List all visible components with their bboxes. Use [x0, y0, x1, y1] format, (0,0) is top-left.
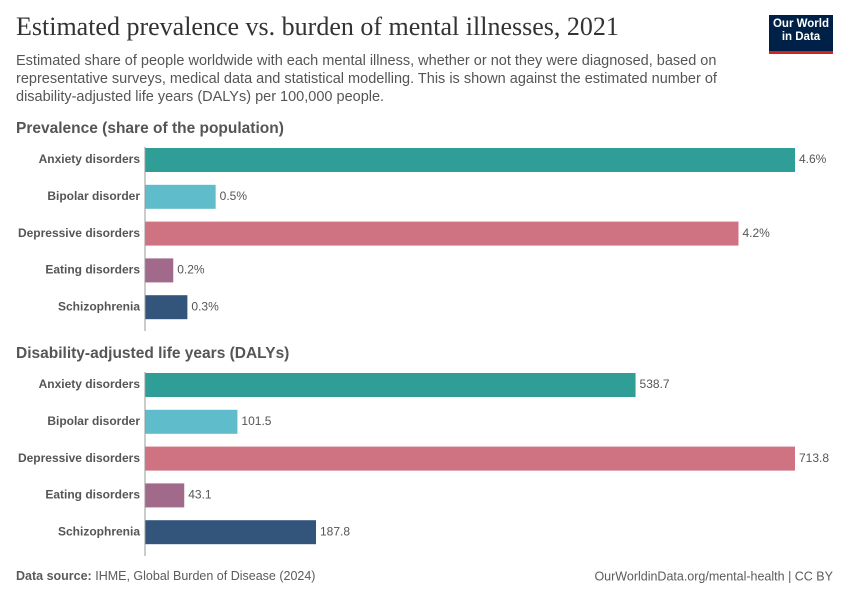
bar — [145, 373, 636, 397]
value-label: 187.8 — [320, 524, 350, 538]
value-label: 713.8 — [799, 451, 829, 465]
bar — [145, 520, 317, 545]
category-label: Anxiety disorders — [39, 377, 141, 391]
category-label: Bipolar disorder — [47, 189, 140, 203]
value-label: 4.6% — [799, 152, 827, 166]
value-label: 0.3% — [191, 299, 219, 313]
category-label: Bipolar disorder — [47, 414, 140, 428]
title: Estimated prevalence vs. burden of menta… — [16, 12, 619, 41]
footer-source: Data source: IHME, Global Burden of Dise… — [16, 569, 315, 583]
value-label: 101.5 — [241, 414, 271, 428]
category-label: Depressive disorders — [18, 451, 140, 465]
bar — [145, 221, 739, 246]
bar — [145, 295, 188, 320]
category-label: Eating disorders — [45, 263, 140, 277]
category-label: Schizophrenia — [58, 524, 140, 538]
value-label: 4.2% — [742, 226, 770, 240]
logo[interactable]: Our World in Data — [769, 15, 833, 54]
panel-title: Prevalence (share of the population) — [16, 120, 284, 137]
category-label: Schizophrenia — [58, 299, 140, 313]
bar — [145, 446, 795, 471]
bar — [145, 483, 185, 508]
bar — [145, 258, 174, 283]
value-label: 43.1 — [188, 488, 212, 502]
source: IHME, Global Burden of Disease (2024) — [95, 569, 315, 583]
value-label: 0.5% — [220, 189, 248, 203]
source-label: Data source: — [16, 569, 92, 583]
value-label: 0.2% — [177, 263, 205, 277]
subtitle: Estimated share of people worldwide with… — [16, 53, 717, 105]
bar — [145, 184, 216, 209]
category-label: Eating disorders — [45, 488, 140, 502]
value-label: 538.7 — [640, 377, 670, 391]
bar — [145, 148, 795, 172]
footer-url: OurWorldinData.org/mental-health | CC BY — [594, 569, 833, 583]
bar — [145, 409, 238, 434]
panel-title: Disability-adjusted life years (DALYs) — [16, 345, 289, 362]
category-label: Depressive disorders — [18, 226, 140, 240]
category-label: Anxiety disorders — [39, 152, 141, 166]
